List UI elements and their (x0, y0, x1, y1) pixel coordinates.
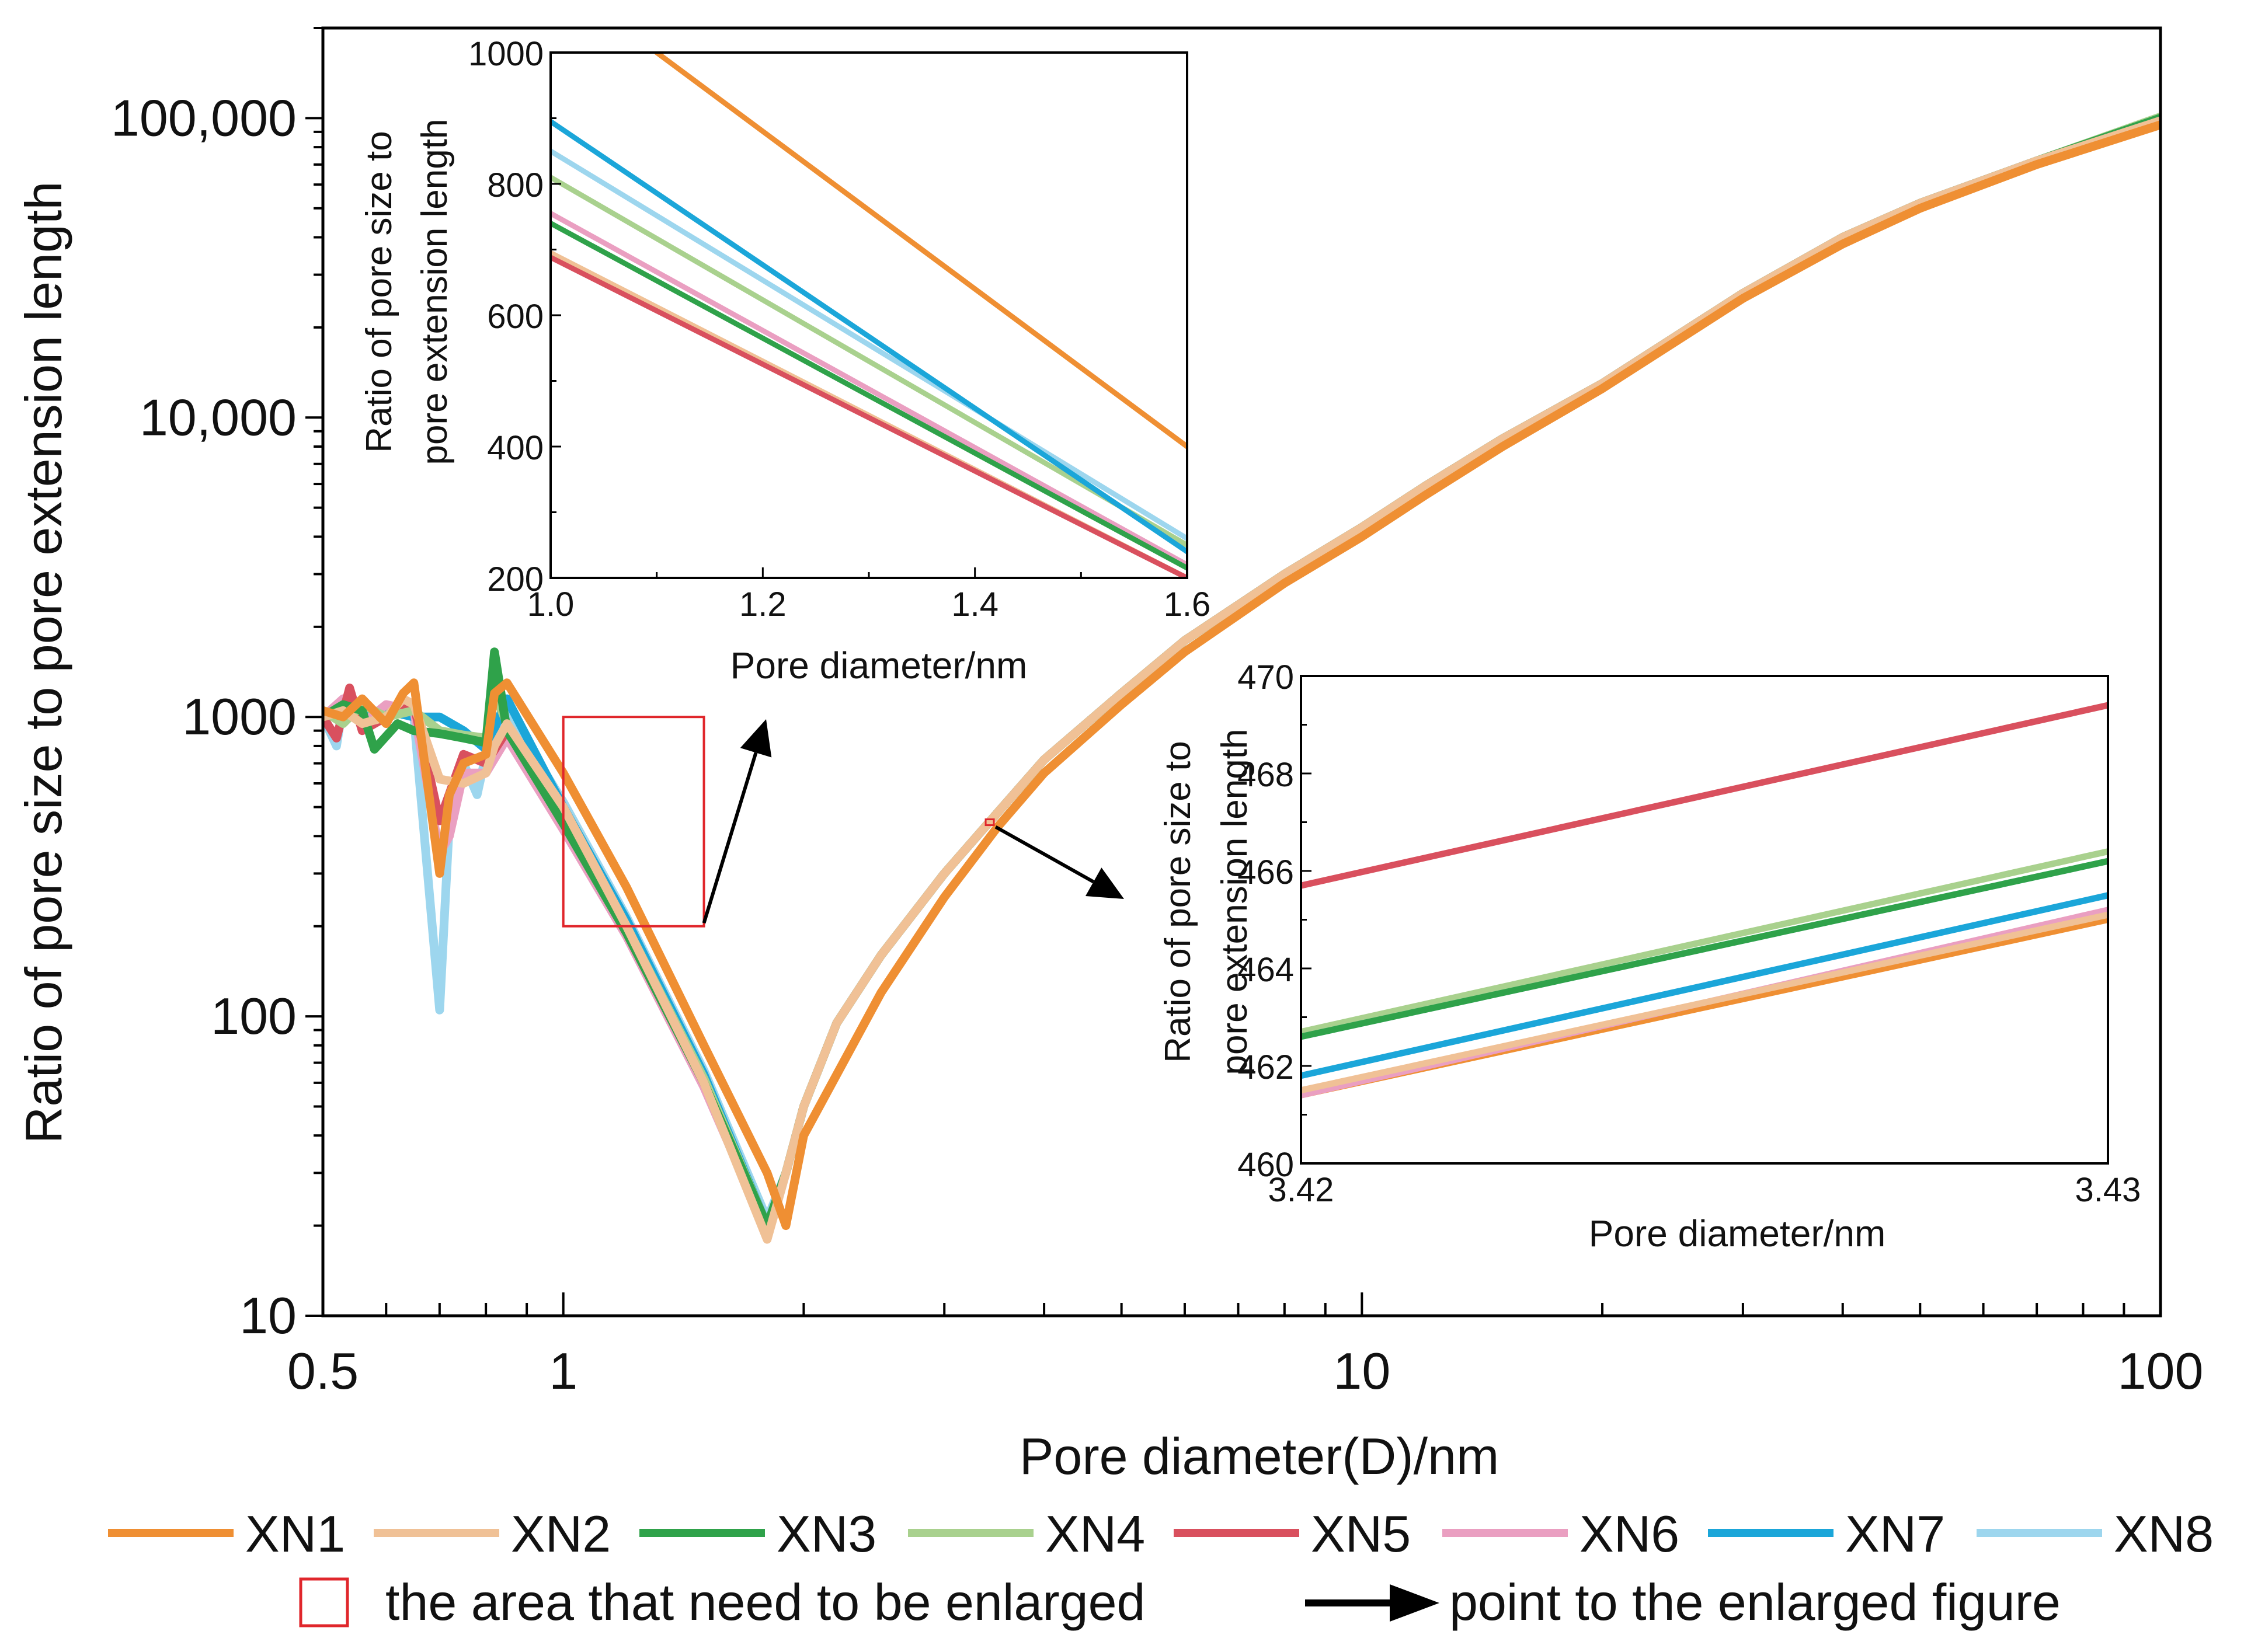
series-line-xn7 (1301, 892, 2108, 1079)
series-line-xn8 (551, 148, 1187, 541)
inset-large-series-group (1301, 702, 2108, 1099)
enlarge-point-box (984, 818, 995, 827)
arrow-to-inset-small-head (740, 719, 772, 758)
x-tick-label: 0.5 (287, 1342, 359, 1400)
y-tick-label: 100 (211, 987, 297, 1045)
inset-large-y-tick-label: 470 (1237, 658, 1294, 696)
legend-label-xn6: XN6 (1579, 1505, 1679, 1563)
legend-label-xn7: XN7 (1845, 1505, 1945, 1563)
series-line-xn3 (551, 221, 1187, 571)
series-line-xn3 (1301, 858, 2108, 1040)
legend-enlarge-box-icon (299, 1577, 349, 1627)
x-tick-label: 1 (549, 1342, 577, 1400)
y-tick-label: 10 (239, 1287, 297, 1344)
main-plot-frame (321, 26, 2162, 1318)
legend-label-xn1: XN1 (245, 1505, 345, 1563)
inset-large-x-axis-title: Pore diameter/nm (1589, 1212, 1886, 1254)
inset-small-background (549, 51, 1188, 579)
inset-small-y-tick-label: 600 (487, 298, 544, 336)
arrow-to-inset-large-head (1085, 867, 1124, 899)
legend-label-xn2: XN2 (511, 1505, 611, 1563)
inset-large-y-axis-title: pore extension length (1215, 729, 1255, 1075)
y-tick-label: 10,000 (140, 388, 297, 446)
inset-large-y-tick-label: 462 (1237, 1048, 1294, 1086)
x-axis-title: Pore diameter(D)/nm (1020, 1427, 1499, 1485)
inset-small-y-tick-label: 400 (487, 429, 544, 467)
legend-label-xn3: XN3 (777, 1505, 876, 1563)
series-line-xn5 (551, 255, 1187, 578)
series-line-xn1 (323, 120, 2160, 1231)
legend-arrow-icon-head (1390, 1584, 1439, 1622)
series-line-xn4 (551, 175, 1187, 548)
series-line-xn2 (1301, 911, 2108, 1094)
inset-small-x-tick-label: 1.0 (527, 585, 575, 623)
inset-small-y-tick-label: 800 (487, 166, 544, 204)
series-line-xn4 (1301, 848, 2108, 1036)
inset-small-x-axis-title: Pore diameter/nm (730, 644, 1028, 686)
inset-large-x-tick-label: 3.43 (2075, 1171, 2141, 1209)
arrow-to-inset-small-shaft (702, 752, 758, 924)
inset-large-chart: 460 462 464 466 468 470 3.42 3.43 Pore diameter/… (1158, 658, 2141, 1254)
series-line-xn6 (551, 211, 1187, 567)
y-tick-label: 100,000 (111, 89, 297, 147)
inset-small-y-axis-title: pore extension length (415, 119, 455, 465)
x-tick-label: 10 (1333, 1342, 1390, 1400)
series-line-xn2 (323, 116, 2160, 1244)
main-chart: 10 100 1000 10,000 100,000 0.5 1 10 100 Pore diam… (15, 26, 2204, 1485)
series-line-xn7 (551, 119, 1187, 555)
arrow-to-inset-large (994, 825, 1124, 899)
inset-small-x-tick-label: 1.6 (1164, 585, 1211, 623)
inset-large-y-axis-title: Ratio of pore size to (1158, 741, 1198, 1062)
inset-small-y-axis-title: Ratio of pore size to (359, 131, 399, 452)
x-tick-label: 100 (2118, 1342, 2204, 1400)
legend-arrow-text: point to the enlarged figure (1449, 1573, 2061, 1631)
inset-large-y-tick-label: 468 (1237, 756, 1294, 794)
inset-large-y-tick-label: 460 (1237, 1146, 1294, 1184)
inset-large-y-tick-label: 464 (1237, 951, 1294, 989)
inset-small-chart: 200 400 600 800 1000 1.0 1.2 1.4 1.6 Pore diamete… (359, 35, 1210, 686)
enlarge-box (562, 716, 705, 928)
inset-small-series-group (551, 53, 1187, 578)
inset-small-y-tick-label: 1000 (468, 35, 544, 73)
inset-small-x-tick-label: 1.4 (951, 585, 998, 623)
arrow-to-inset-small (702, 719, 772, 924)
legend-box-text: the area that need to be enlarged (385, 1573, 1145, 1631)
arrow-to-inset-large-shaft (994, 825, 1095, 884)
legend: XN1 XN2 XN3 XN4 XN5 XN6 XN7 XN8 the area that ne… (108, 1505, 2214, 1631)
y-tick-label: 1000 (182, 688, 297, 745)
legend-label-xn8: XN8 (2114, 1505, 2214, 1563)
series-line-xn5 (1301, 702, 2108, 889)
legend-label-xn4: XN4 (1045, 1505, 1145, 1563)
legend-label-xn5: XN5 (1311, 1505, 1411, 1563)
y-axis-title: Ratio of pore size to pore extension len… (15, 182, 72, 1144)
inset-small-x-tick-label: 1.2 (739, 585, 787, 623)
inset-small-y-tick-label: 200 (487, 560, 544, 598)
inset-large-y-tick-label: 466 (1237, 853, 1294, 891)
series-line-xn1 (654, 53, 1187, 449)
inset-large-x-tick-label: 3.42 (1268, 1171, 1334, 1209)
main-series-group (323, 112, 2160, 1244)
